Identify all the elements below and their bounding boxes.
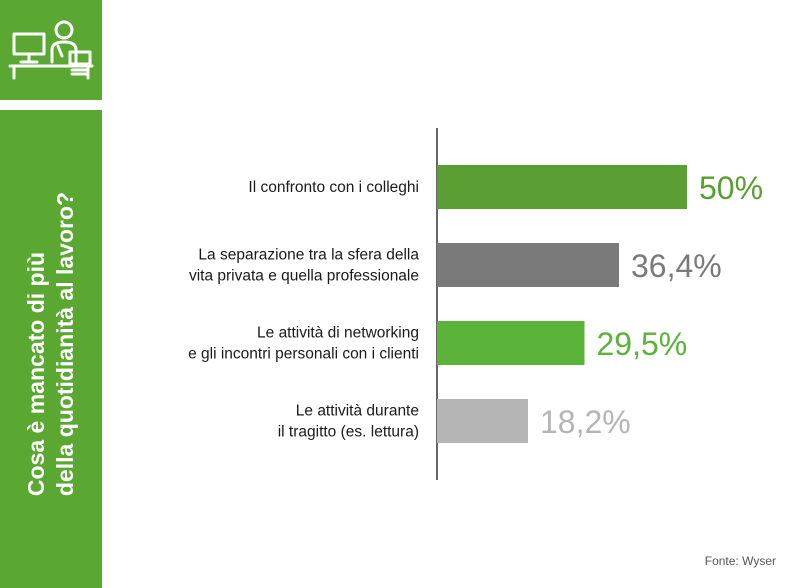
category-label-2: La separazione tra la sfera della vita pr… bbox=[189, 247, 419, 285]
sidebar-icon-panel bbox=[0, 0, 102, 100]
value-label-3: 29,5% bbox=[597, 326, 688, 362]
bar-4 bbox=[437, 399, 528, 443]
value-label-4: 18,2% bbox=[540, 404, 631, 440]
category-label-line: e gli incontri personali con i clienti bbox=[188, 346, 419, 363]
category-label-4: Le attività durante il tragitto (es. lett… bbox=[278, 403, 419, 441]
sidebar-title-panel bbox=[0, 110, 102, 588]
category-label-line: vita privata e quella professionale bbox=[189, 268, 419, 285]
category-label-line: il tragitto (es. lettura) bbox=[278, 424, 419, 441]
category-label-line: Le attività di networking bbox=[257, 325, 419, 342]
category-label-line: Le attività durante bbox=[296, 403, 419, 420]
source-note: Fonte: Wyser bbox=[704, 554, 776, 568]
category-label-line: Il confronto con i colleghi bbox=[248, 179, 419, 196]
office-worker-desk-icon bbox=[8, 20, 94, 80]
bar-1 bbox=[437, 165, 687, 209]
bar-2 bbox=[437, 243, 619, 287]
category-label-1: Il confronto con i colleghi bbox=[248, 179, 419, 196]
category-label-3: Le attività di networking e gli incontri … bbox=[188, 325, 419, 363]
value-label-1: 50% bbox=[699, 170, 763, 206]
bar-3 bbox=[437, 321, 585, 365]
value-label-2: 36,4% bbox=[631, 248, 722, 284]
category-label-line: La separazione tra la sfera della bbox=[198, 247, 419, 264]
